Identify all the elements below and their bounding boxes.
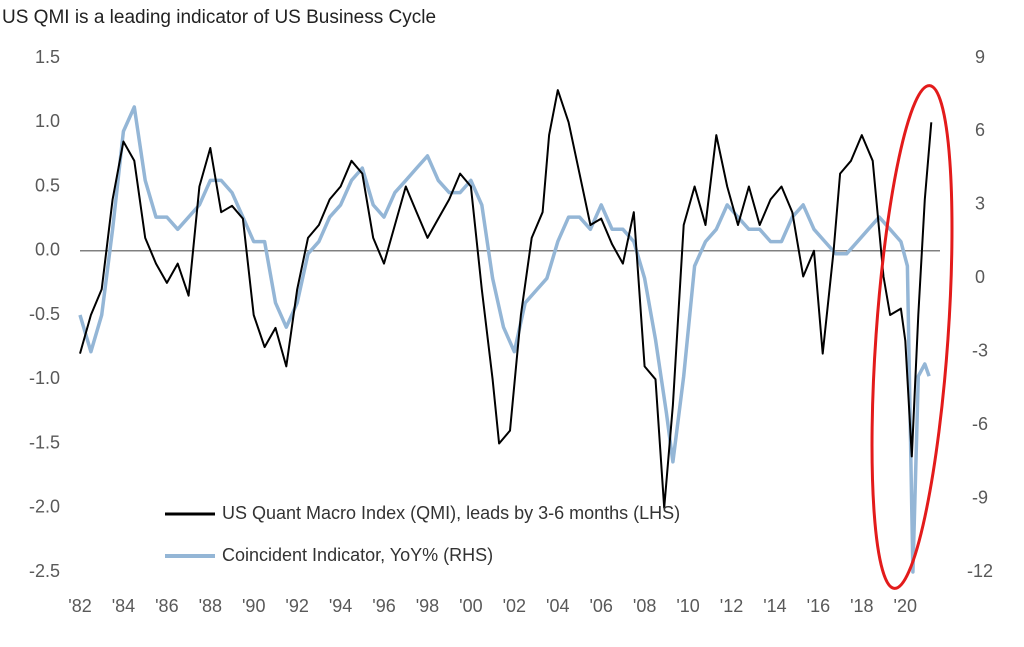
y2-tick-label: -6 [972,414,988,434]
x-tick-label: '20 [894,596,917,616]
x-tick-label: '96 [372,596,395,616]
y-tick-label: 1.0 [35,111,60,131]
y-tick-label: 0.0 [35,240,60,260]
y2-tick-label: -3 [972,340,988,360]
y-tick-label: -0.5 [29,304,60,324]
y2-tick-label: 9 [975,47,985,67]
x-tick-label: '14 [763,596,786,616]
chart-title: US QMI is a leading indicator of US Busi… [2,7,436,28]
y2-tick-label: 0 [975,267,985,287]
y-tick-label: 0.5 [35,175,60,195]
x-tick-label: '18 [850,596,873,616]
y2-tick-label: -9 [972,487,988,507]
x-tick-label: '08 [633,596,656,616]
y-tick-label: -1.0 [29,368,60,388]
x-tick-label: '88 [199,596,222,616]
x-tick-label: '94 [329,596,352,616]
legend-label: Coincident Indicator, YoY% (RHS) [222,545,493,565]
x-tick-label: '90 [242,596,265,616]
x-tick-label: '00 [459,596,482,616]
x-tick-label: '82 [68,596,91,616]
y-tick-label: -1.5 [29,432,60,452]
y-tick-label: -2.5 [29,561,60,581]
x-tick-label: '92 [285,596,308,616]
y-tick-label: 1.5 [35,47,60,67]
y2-tick-label: 3 [975,194,985,214]
series-line [79,89,933,509]
x-tick-label: '16 [807,596,830,616]
y2-tick-label: -12 [967,561,993,581]
x-tick-label: '12 [720,596,743,616]
highlight-ellipse [870,84,954,590]
x-tick-label: '10 [676,596,699,616]
y-tick-label: -2.0 [29,497,60,517]
x-tick-label: '86 [155,596,178,616]
x-tick-label: '02 [503,596,526,616]
x-tick-label: '98 [416,596,439,616]
x-tick-label: '06 [589,596,612,616]
x-tick-label: '04 [546,596,569,616]
x-tick-label: '84 [112,596,135,616]
legend-label: US Quant Macro Index (QMI), leads by 3-6… [222,503,680,523]
y2-tick-label: 6 [975,120,985,140]
